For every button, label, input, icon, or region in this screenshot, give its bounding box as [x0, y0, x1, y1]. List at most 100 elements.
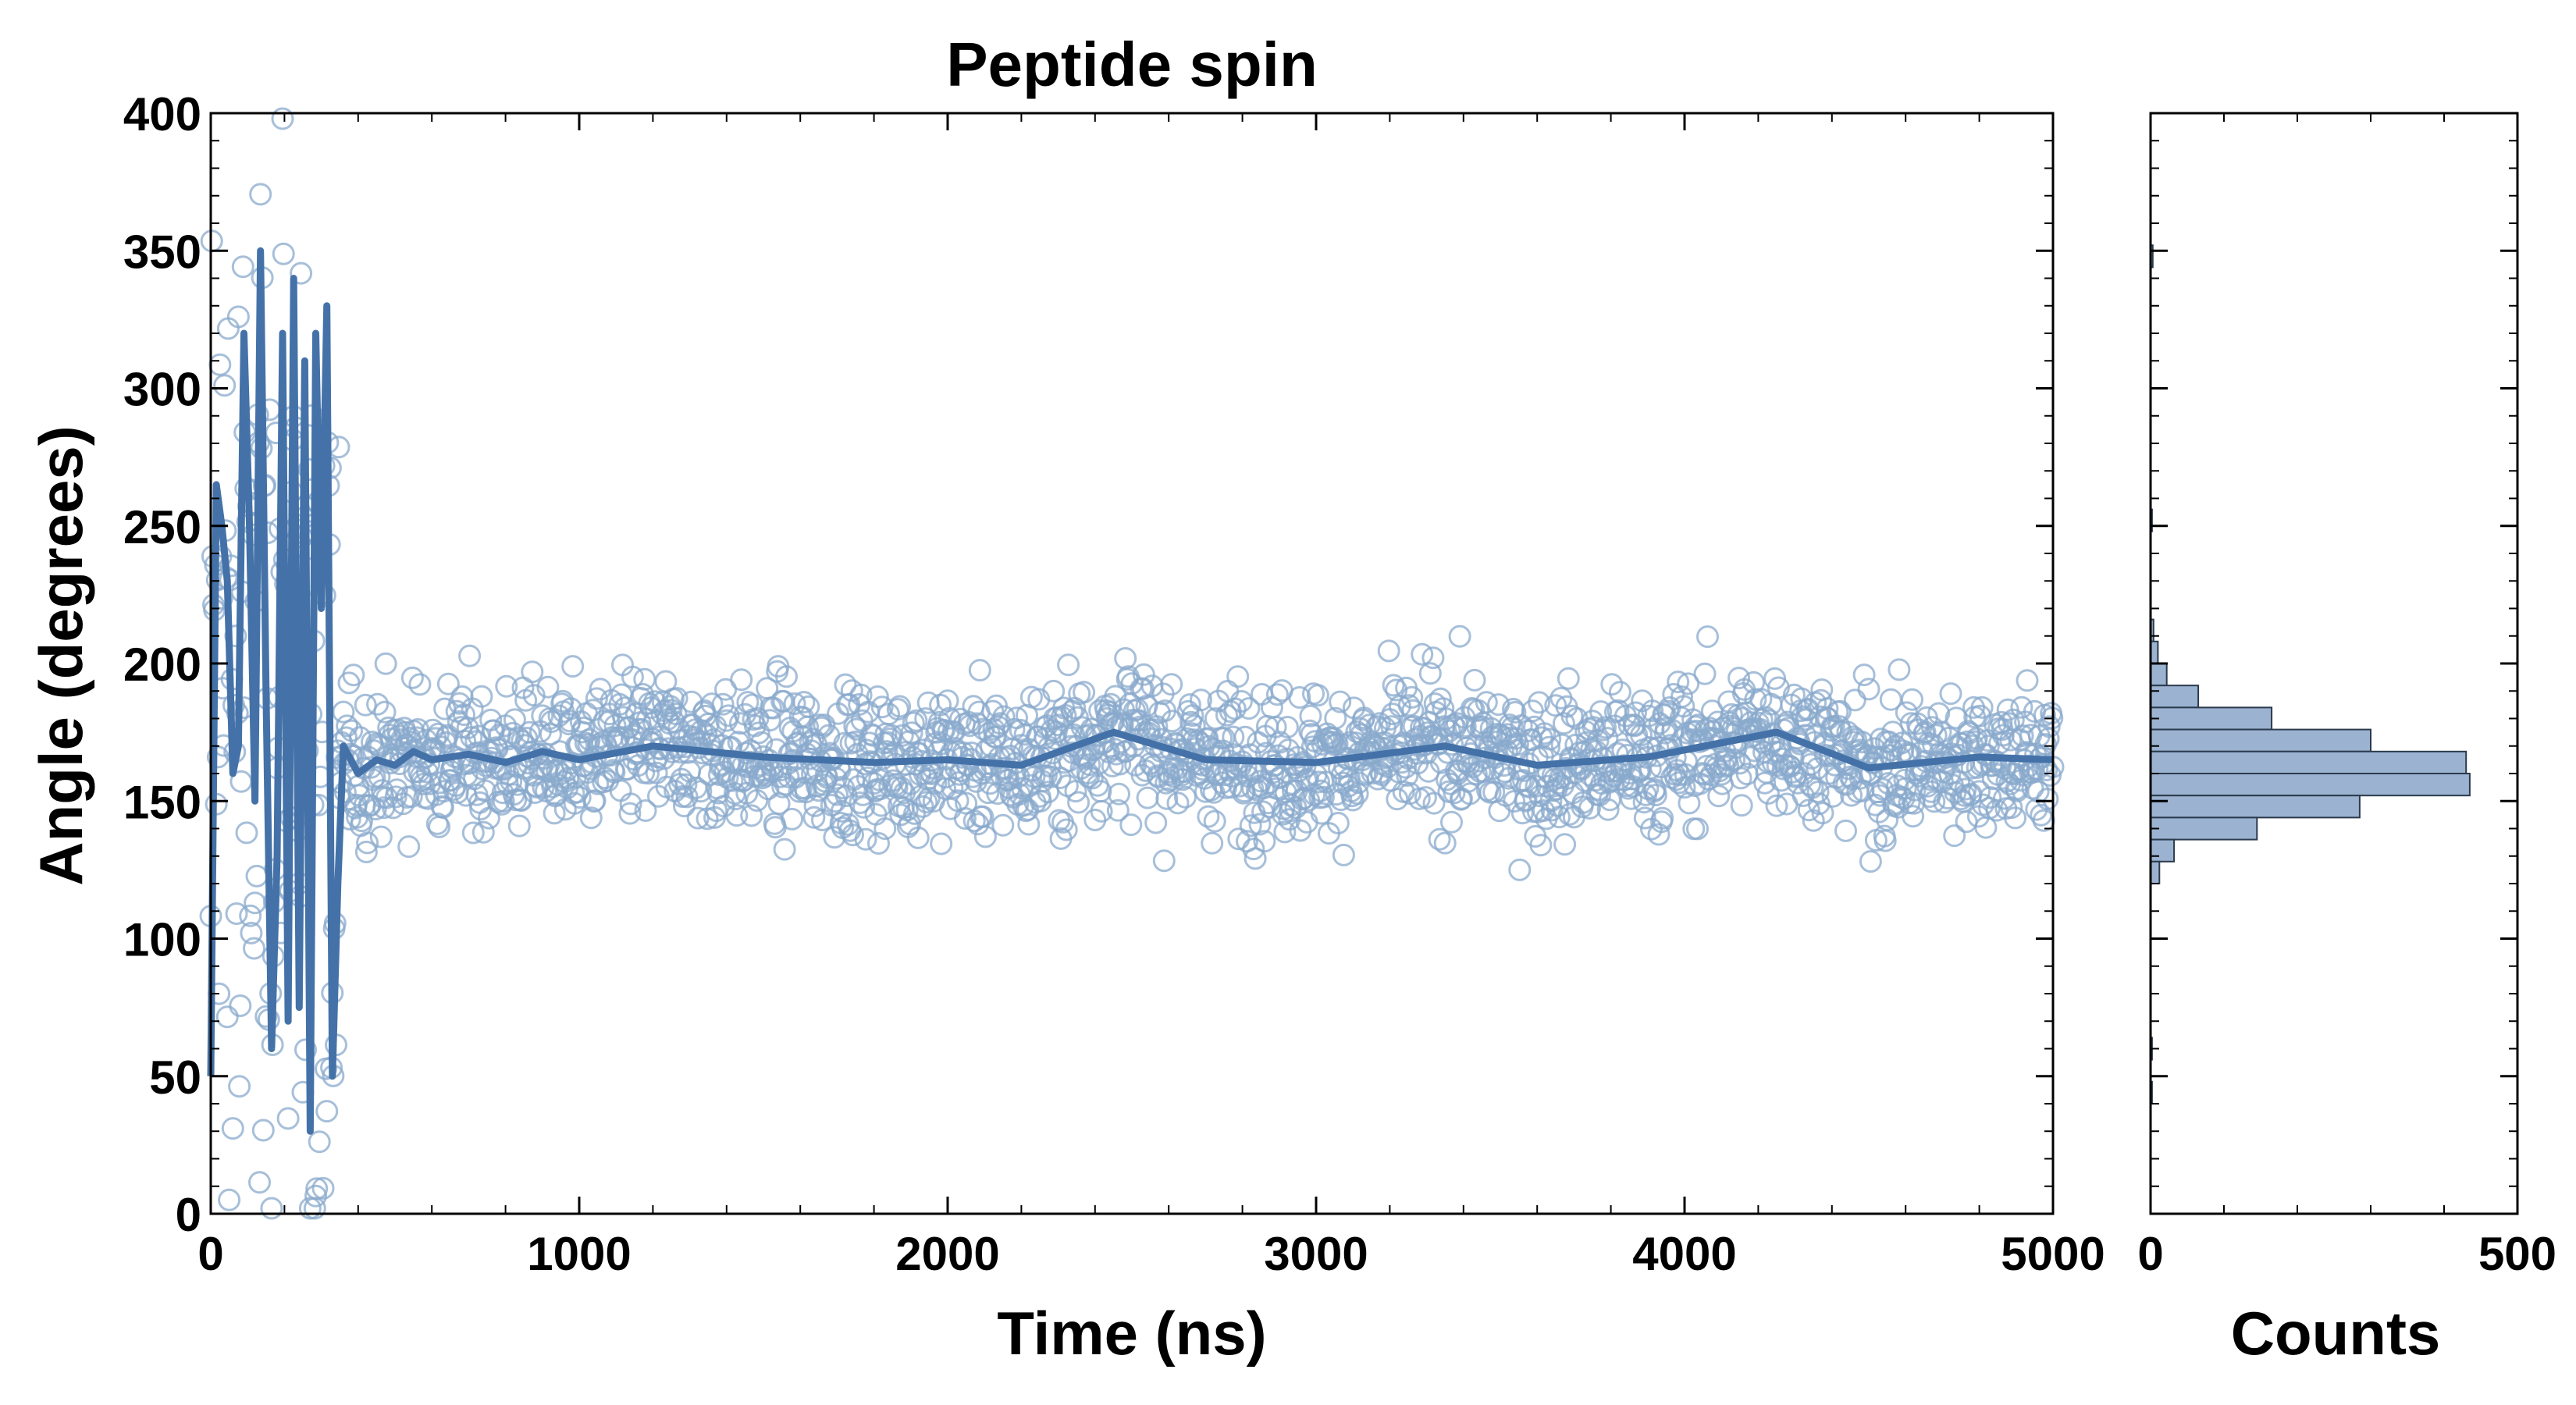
data-point — [1720, 702, 1743, 726]
data-point — [1857, 678, 1880, 701]
data-point — [714, 678, 738, 701]
data-point — [408, 673, 432, 696]
data-point — [1428, 827, 1451, 851]
data-point — [1877, 772, 1900, 795]
data-point — [243, 937, 265, 960]
data-point — [1421, 646, 1445, 670]
data-point — [432, 780, 455, 803]
data-point — [1529, 834, 1553, 857]
data-point — [1438, 719, 1461, 742]
data-point — [1132, 663, 1155, 686]
data-point — [1152, 849, 1176, 873]
hist-x-tick-label: 500 — [2478, 1228, 2556, 1280]
data-point — [740, 804, 763, 827]
data-point — [507, 726, 530, 749]
data-point — [226, 305, 250, 329]
data-point — [1851, 731, 1874, 754]
data-point — [905, 709, 928, 732]
data-point — [1608, 681, 1631, 704]
histogram-bars — [2150, 244, 2471, 1105]
data-point — [551, 689, 575, 713]
data-point — [294, 1038, 317, 1062]
data-point — [621, 665, 644, 688]
data-point — [730, 668, 753, 692]
data-point — [1544, 694, 1567, 717]
data-point — [1119, 813, 1143, 837]
data-point — [1606, 699, 1630, 722]
main-plot-frame — [209, 112, 2055, 1215]
data-point — [1155, 787, 1179, 810]
data-point — [1596, 798, 1620, 821]
data-point — [1226, 665, 1250, 688]
scatter-markers — [199, 107, 2065, 1220]
data-point — [1647, 823, 1670, 846]
data-point — [1108, 782, 1130, 806]
data-point — [936, 689, 959, 713]
data-point — [290, 261, 313, 285]
data-point — [1548, 806, 1571, 829]
data-point — [260, 1197, 283, 1220]
data-point — [1990, 710, 2013, 734]
data-point — [1730, 794, 1753, 817]
data-point — [1326, 812, 1350, 834]
data-point — [930, 832, 953, 855]
data-point — [400, 666, 424, 689]
data-point — [1954, 777, 1977, 801]
data-point — [522, 684, 546, 707]
histogram-bar — [2150, 860, 2161, 885]
data-point — [1693, 662, 1717, 685]
data-point — [861, 724, 884, 747]
data-point — [873, 817, 897, 841]
data-point — [397, 835, 421, 859]
y-tick-label: 350 — [123, 226, 201, 278]
data-point — [474, 779, 497, 802]
data-point — [1306, 684, 1329, 707]
data-point — [1806, 757, 1829, 781]
data-point — [1644, 784, 1667, 806]
data-point — [2004, 806, 2027, 830]
data-point — [1677, 672, 1700, 695]
data-point — [356, 831, 379, 855]
data-point — [1596, 727, 1619, 750]
data-point — [1754, 706, 1777, 729]
data-point — [228, 1075, 251, 1098]
data-point — [1552, 712, 1575, 735]
data-point — [585, 687, 608, 710]
data-point — [1670, 685, 1693, 709]
data-point — [2016, 669, 2039, 692]
data-point — [1968, 780, 1991, 803]
data-point — [1080, 767, 1104, 790]
data-point — [1630, 724, 1653, 747]
data-point — [495, 674, 518, 698]
main-axis-ticks: 0 1000 2000 3000 4000 5000 0 50 100 150 200 250 300 3… — [123, 88, 2105, 1280]
data-point — [1589, 700, 1613, 724]
data-point — [369, 825, 393, 848]
data-point — [825, 783, 849, 806]
data-point — [906, 826, 930, 849]
data-point — [902, 711, 925, 735]
data-point — [1106, 799, 1130, 822]
data-point — [977, 781, 1000, 805]
data-point — [1098, 700, 1122, 724]
y-tick-label: 150 — [123, 776, 201, 828]
data-point — [1955, 810, 1978, 834]
data-point — [336, 714, 359, 738]
data-point — [1048, 767, 1072, 789]
data-point — [1244, 847, 1267, 870]
data-point — [1400, 685, 1424, 709]
data-point — [1276, 716, 1299, 738]
histogram-bar — [2150, 663, 2168, 687]
data-point — [802, 727, 825, 751]
data-point — [1553, 833, 1577, 856]
data-point — [1539, 727, 1562, 751]
data-point — [1386, 788, 1409, 811]
data-point — [1923, 790, 1946, 813]
data-point — [305, 1177, 329, 1200]
data-point — [1651, 806, 1674, 830]
data-point — [1600, 673, 1624, 696]
data-point — [797, 695, 820, 718]
data-point — [510, 789, 533, 812]
data-point — [852, 795, 876, 819]
histogram-bar — [2150, 728, 2371, 752]
data-point — [1871, 777, 1895, 801]
